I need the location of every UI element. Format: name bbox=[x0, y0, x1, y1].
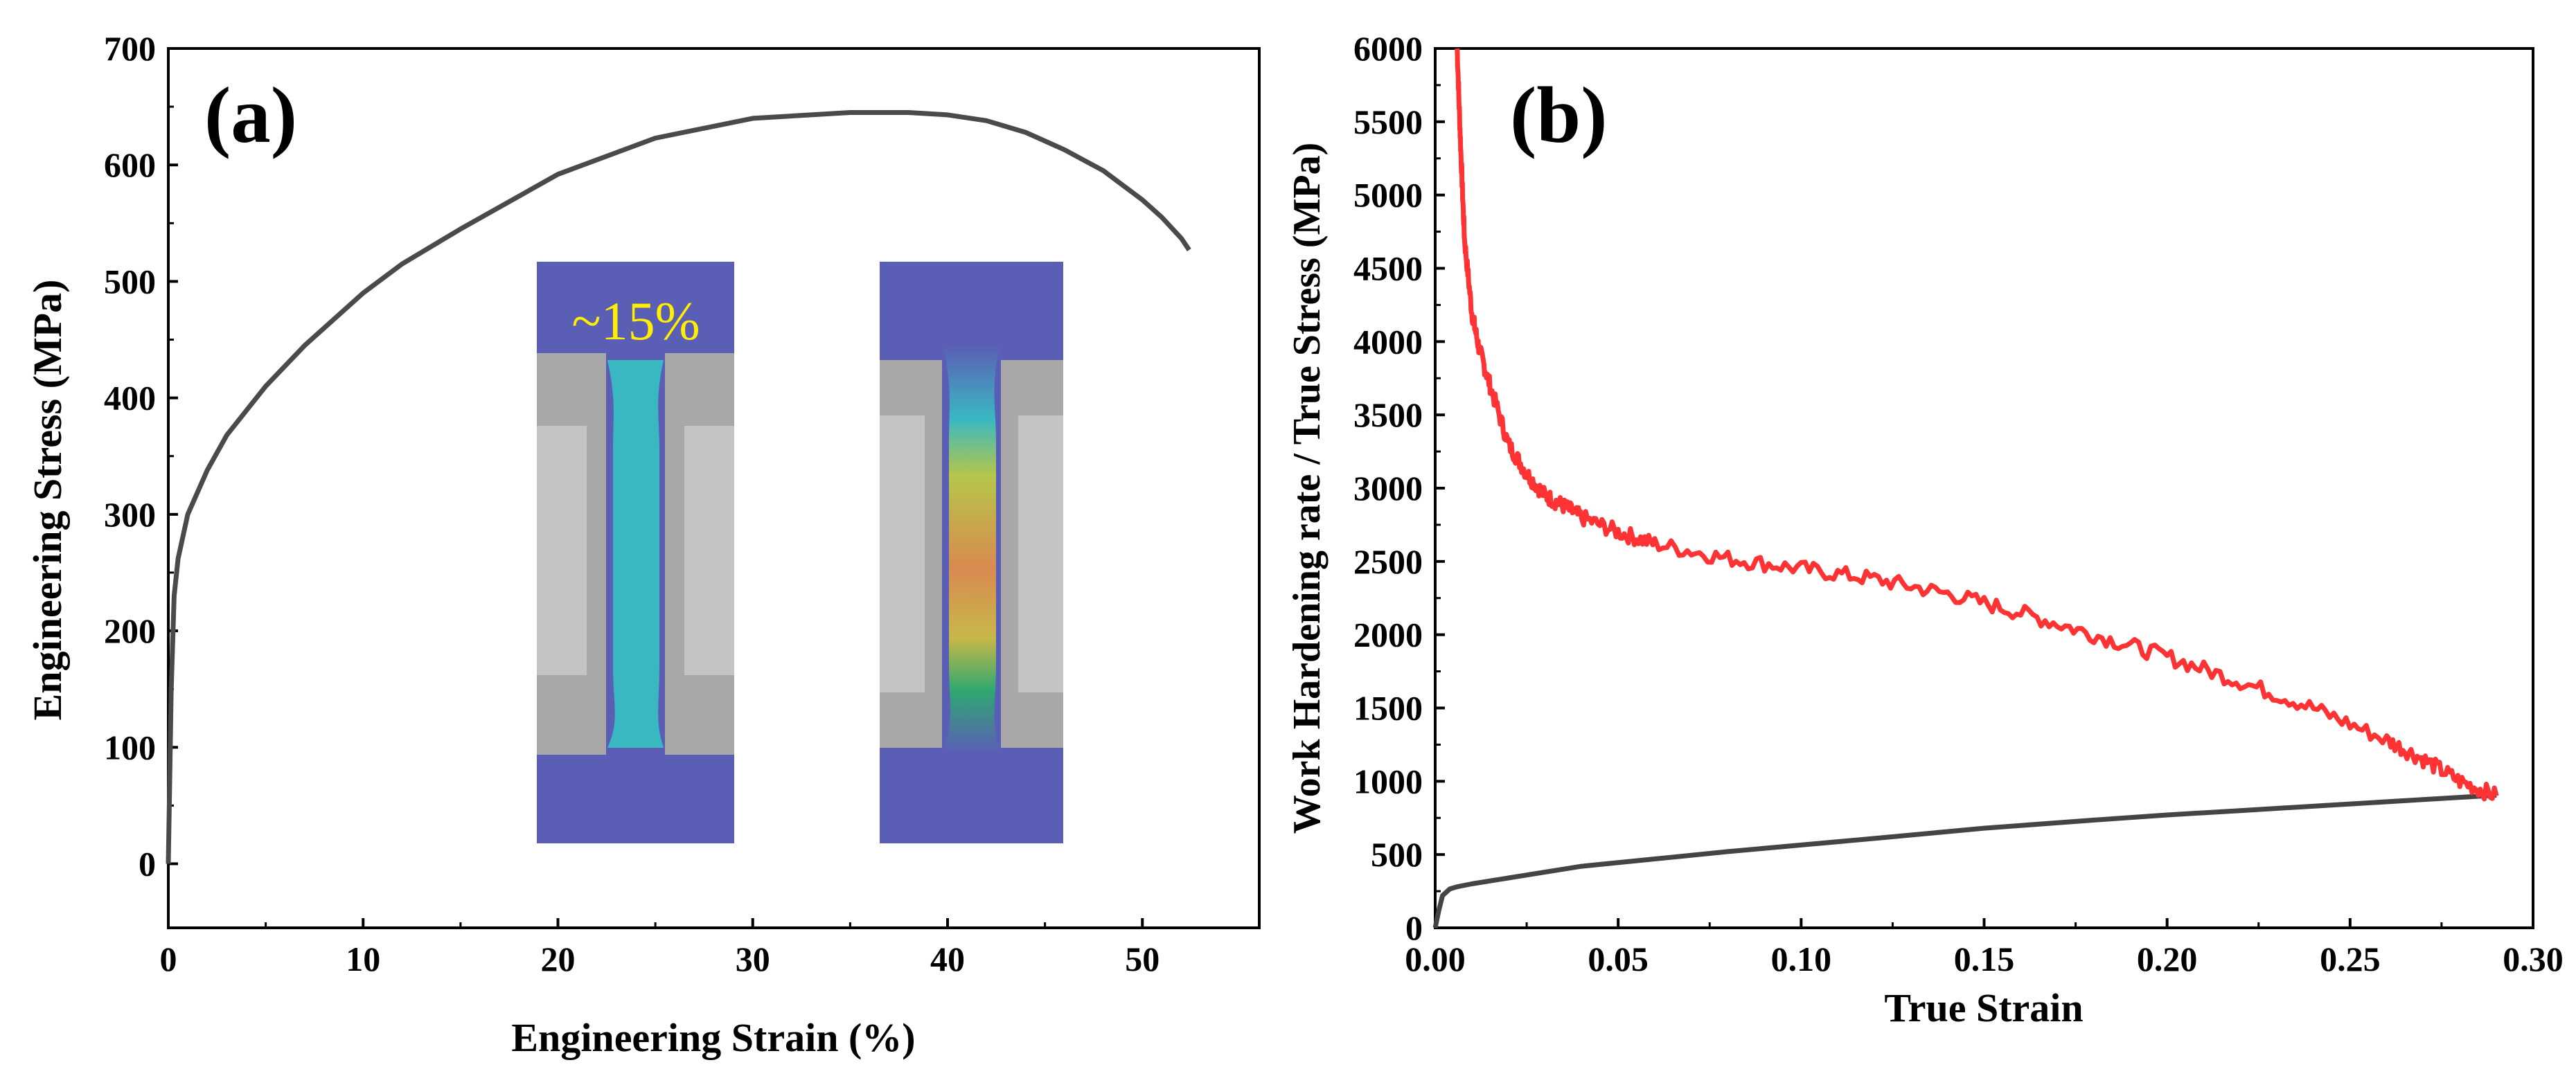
y-tick-label: 600 bbox=[104, 145, 156, 184]
inset-15-percent: ~15% bbox=[537, 262, 734, 843]
y-tick-label: 2500 bbox=[1353, 542, 1423, 581]
panel-b: 0.00 0.05 0.10 0.15 0.20 0.25 0.30 0 500 1000 1500… bbox=[1286, 29, 2564, 1030]
panel-a: ~15% bbox=[25, 29, 1261, 1060]
y-tick-label: 0 bbox=[1405, 908, 1423, 947]
x-tick-label: 0.00 bbox=[1405, 940, 1466, 978]
work-hardening-rate-curve bbox=[1455, 48, 2499, 802]
x-tick-label: 0.20 bbox=[2137, 940, 2198, 978]
x-tick-label: 50 bbox=[1125, 940, 1160, 978]
y-tick-label: 200 bbox=[104, 611, 156, 650]
panel-label: (a) bbox=[204, 71, 297, 159]
panel-label: (b) bbox=[1510, 71, 1608, 159]
x-tick-label: 20 bbox=[541, 940, 576, 978]
y-tick-label: 4500 bbox=[1353, 249, 1423, 288]
x-axis-title: True Strain bbox=[1884, 985, 2083, 1030]
x-tick-label: 0.15 bbox=[1954, 940, 2015, 978]
x-tick-label: 0.30 bbox=[2503, 940, 2564, 978]
y-tick-label: 100 bbox=[104, 728, 156, 766]
true-stress-curve bbox=[1432, 792, 2497, 929]
y-tick-label: 6000 bbox=[1353, 29, 1423, 68]
plot-frame bbox=[167, 47, 1261, 929]
y-tick-label: 500 bbox=[1371, 835, 1423, 874]
y-tick-label: 400 bbox=[104, 379, 156, 418]
x-tick-label: 0.25 bbox=[2320, 940, 2381, 978]
y-tick-label: 4000 bbox=[1353, 322, 1423, 361]
x-axis-title: Engineering Strain (%) bbox=[511, 1015, 915, 1060]
y-tick-label: 2000 bbox=[1353, 616, 1423, 654]
y-tick-label: 700 bbox=[104, 29, 156, 68]
y-tick-label: 300 bbox=[104, 495, 156, 534]
y-tick-label: 1000 bbox=[1353, 762, 1423, 800]
y-tick-label: 3500 bbox=[1353, 395, 1423, 434]
y-tick-label: 500 bbox=[104, 262, 156, 301]
b-ticks: 0.00 0.05 0.10 0.15 0.20 0.25 0.30 0 500 1000 1500… bbox=[1353, 29, 2564, 978]
x-tick-label: 0.05 bbox=[1588, 940, 1649, 978]
y-tick-label: 5000 bbox=[1353, 176, 1423, 215]
y-tick-label: 1500 bbox=[1353, 689, 1423, 728]
a-insets: ~15% bbox=[537, 262, 1063, 843]
y-tick-label: 5500 bbox=[1353, 102, 1423, 141]
plot-frame bbox=[1434, 47, 2534, 929]
y-tick-label: 0 bbox=[139, 844, 156, 883]
x-tick-label: 0 bbox=[160, 940, 177, 978]
inset-label: ~15% bbox=[571, 291, 700, 351]
inset-40-percent bbox=[880, 262, 1063, 843]
x-tick-label: 10 bbox=[346, 940, 380, 978]
stress-strain-curve bbox=[166, 110, 1191, 864]
y-tick-label: 3000 bbox=[1353, 469, 1423, 508]
x-tick-label: 0.10 bbox=[1771, 940, 1832, 978]
x-tick-label: 30 bbox=[736, 940, 770, 978]
x-tick-label: 40 bbox=[930, 940, 965, 978]
y-axis-title: Work Hardening rate / True Stress (MPa) bbox=[1286, 143, 1329, 834]
y-axis-title: Engineering Stress (MPa) bbox=[25, 280, 70, 721]
